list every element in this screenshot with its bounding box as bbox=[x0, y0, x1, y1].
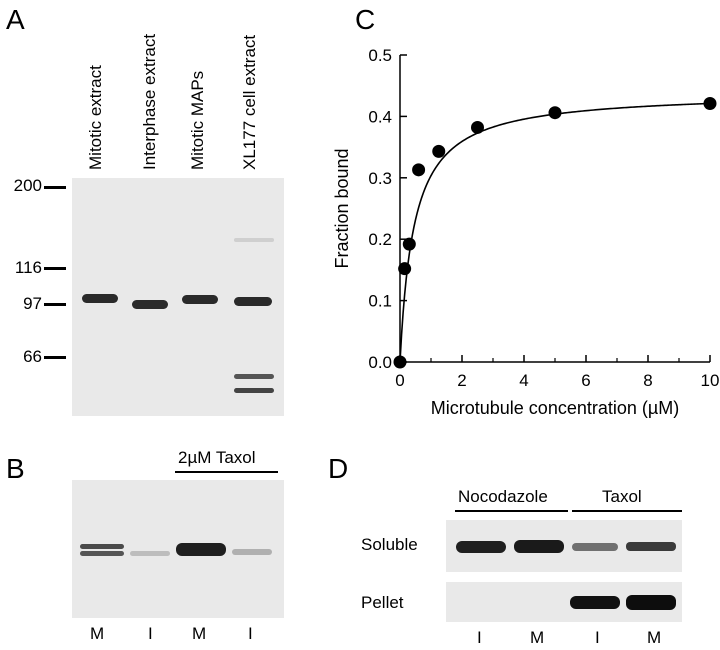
data-point bbox=[471, 120, 484, 134]
gel-panel-a bbox=[72, 178, 284, 416]
lane-b-3: M bbox=[192, 624, 207, 643]
y-tick-label: 0.4 bbox=[368, 107, 392, 126]
lane-b-2: I bbox=[148, 624, 153, 643]
panel-d-letter: D bbox=[328, 453, 349, 484]
x-tick-label: 0 bbox=[395, 371, 404, 390]
y-tick-label: 0.3 bbox=[368, 169, 392, 188]
x-tick-label: 10 bbox=[701, 371, 720, 390]
lane-d-1: I bbox=[477, 628, 482, 647]
x-axis-label: Microtubule concentration (µM) bbox=[431, 398, 679, 418]
y-tick-label: 0.5 bbox=[368, 46, 392, 65]
marker-116-tick bbox=[44, 267, 66, 270]
panel-b-letter: B bbox=[6, 453, 25, 484]
gel-panel-d-soluble bbox=[446, 520, 682, 572]
band-mitotic-extract bbox=[82, 294, 118, 303]
marker-97: 97 bbox=[23, 294, 42, 313]
lane-b-4: I bbox=[248, 624, 253, 643]
lane-d-2: M bbox=[530, 628, 545, 647]
band-b-i1 bbox=[130, 551, 170, 556]
taxol-label: 2µM Taxol bbox=[178, 448, 256, 467]
group-nocodazole-label: Nocodazole bbox=[458, 487, 548, 506]
marker-116: 116 bbox=[14, 258, 42, 277]
band-xl177-faint bbox=[234, 238, 274, 242]
band-b-i2 bbox=[232, 549, 272, 555]
band-d-sol-4 bbox=[626, 542, 676, 551]
data-point bbox=[548, 106, 562, 120]
y-tick-label: 0.0 bbox=[368, 353, 392, 372]
marker-97-tick bbox=[44, 303, 66, 306]
row-soluble-label: Soluble bbox=[361, 535, 418, 554]
lane-d-3: I bbox=[595, 628, 600, 647]
marker-66: 66 bbox=[23, 347, 42, 366]
lane-b-1: M bbox=[90, 624, 105, 643]
panel-a-letter: A bbox=[6, 4, 25, 35]
band-mitotic-maps bbox=[182, 295, 218, 304]
band-d-sol-3 bbox=[572, 543, 618, 551]
taxol-bracket-d bbox=[572, 510, 682, 512]
marker-200-tick bbox=[44, 186, 66, 189]
panel-c-letter: C bbox=[355, 4, 376, 35]
y-axis-label: Fraction bound bbox=[332, 148, 352, 268]
band-d-pel-4 bbox=[626, 595, 676, 610]
lane-d-4: M bbox=[647, 628, 662, 647]
band-b-m1-upper bbox=[80, 544, 124, 549]
band-xl177 bbox=[234, 297, 272, 306]
band-b-m2 bbox=[176, 543, 226, 556]
band-d-pel-3 bbox=[570, 596, 620, 609]
x-tick-label: 6 bbox=[581, 371, 590, 390]
marker-200: 200 bbox=[13, 176, 42, 195]
data-point bbox=[402, 237, 416, 251]
x-tick-label: 4 bbox=[519, 371, 528, 390]
group-taxol-label: Taxol bbox=[602, 487, 642, 506]
data-point bbox=[432, 144, 446, 158]
y-tick-label: 0.1 bbox=[368, 292, 392, 311]
x-tick-label: 8 bbox=[643, 371, 652, 390]
band-b-m1-lower bbox=[80, 551, 124, 556]
data-point bbox=[412, 163, 426, 177]
row-pellet-label: Pellet bbox=[361, 593, 404, 612]
band-xl177-low-2 bbox=[234, 388, 274, 393]
gel-panel-d-pellet bbox=[446, 582, 682, 622]
nocodazole-bracket bbox=[455, 510, 568, 512]
binding-chart: 0.0 0.1 0.2 0.3 0.4 0.5 0 2 4 6 8 10 Microtubule con… bbox=[332, 46, 720, 418]
data-point bbox=[703, 97, 717, 111]
fit-curve bbox=[399, 102, 711, 363]
gel-panel-b bbox=[72, 480, 284, 618]
band-d-sol-2 bbox=[514, 540, 564, 553]
band-d-sol-1 bbox=[456, 541, 506, 553]
band-interphase-extract bbox=[132, 300, 168, 309]
x-tick-label: 2 bbox=[457, 371, 466, 390]
data-point bbox=[398, 262, 412, 276]
y-tick-label: 0.2 bbox=[368, 230, 392, 249]
band-xl177-low-1 bbox=[234, 374, 274, 379]
data-point bbox=[393, 355, 407, 369]
marker-66-tick bbox=[44, 356, 66, 359]
taxol-bracket bbox=[175, 471, 278, 473]
